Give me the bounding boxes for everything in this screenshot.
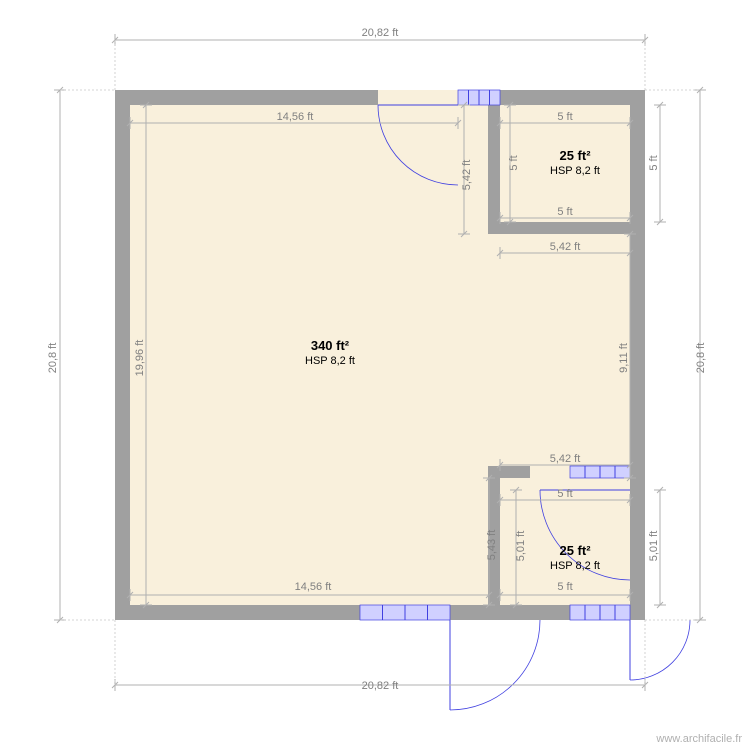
room-hsp-top_r: HSP 8,2 ft [550, 165, 600, 177]
svg-text:5 ft: 5 ft [557, 206, 572, 218]
watermark: www.archifacile.fr [655, 733, 742, 745]
svg-text:14,56 ft: 14,56 ft [277, 111, 314, 123]
svg-text:5 ft: 5 ft [557, 581, 572, 593]
svg-text:20,8 ft: 20,8 ft [695, 343, 707, 374]
svg-text:20,8 ft: 20,8 ft [47, 343, 59, 374]
svg-text:9,11 ft: 9,11 ft [618, 343, 630, 373]
svg-text:5,43 ft: 5,43 ft [486, 530, 498, 561]
svg-text:20,82 ft: 20,82 ft [362, 27, 399, 39]
svg-text:5,01 ft: 5,01 ft [648, 531, 660, 562]
floorplan-svg: 20,82 ft 20,8 ft 20,8 ft 20,82 ft 14,56 ft 5 … [0, 0, 750, 750]
svg-text:5,42 ft: 5,42 ft [550, 453, 581, 465]
svg-text:5 ft: 5 ft [648, 155, 660, 170]
door-d_bot2 [570, 605, 690, 680]
room-area-bot_r: 25 ft² [559, 543, 591, 558]
room-area-main: 340 ft² [311, 338, 350, 353]
svg-text:19,96 ft: 19,96 ft [134, 340, 146, 377]
svg-text:5,42 ft: 5,42 ft [461, 160, 473, 191]
wall-tr-vert [488, 90, 500, 234]
svg-text:5 ft: 5 ft [557, 111, 572, 123]
svg-text:5 ft: 5 ft [557, 488, 572, 500]
svg-text:5,42 ft: 5,42 ft [550, 241, 581, 253]
svg-text:14,56 ft: 14,56 ft [295, 581, 332, 593]
room-hsp-main: HSP 8,2 ft [305, 355, 355, 367]
svg-text:5,01 ft: 5,01 ft [515, 531, 527, 562]
svg-text:5 ft: 5 ft [508, 155, 520, 170]
room-area-top_r: 25 ft² [559, 148, 591, 163]
door-d_bot1 [360, 605, 540, 710]
room-hsp-bot_r: HSP 8,2 ft [550, 560, 600, 572]
wall-tr-horz [488, 222, 645, 234]
svg-text:20,82 ft: 20,82 ft [362, 680, 399, 692]
